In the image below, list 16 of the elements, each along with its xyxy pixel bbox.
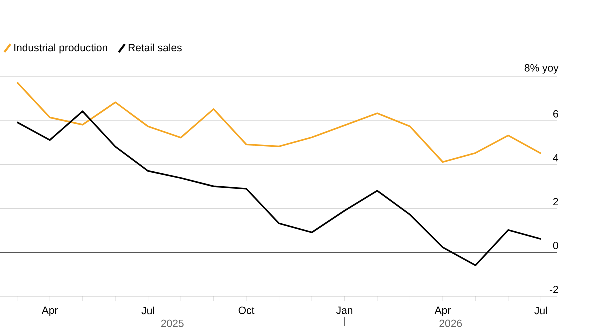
text: 2026 [440, 320, 462, 328]
x-tick-label: Apr [434, 306, 451, 316]
x-tick-label: Apr [42, 306, 58, 316]
legend-label: Retail sales [128, 44, 182, 52]
y-tick-label: 8% yoy [524, 64, 559, 74]
y-tick-label: 4 [553, 154, 559, 162]
y-tick-label: 2 [554, 198, 558, 206]
text: 2025 [161, 320, 184, 328]
y-tick-label: -2 [550, 286, 558, 294]
x-tick-label: Oct [238, 306, 255, 314]
x-tick-label: Jan [336, 306, 353, 314]
y-tick-label: 0 [553, 242, 558, 250]
legend-label: Industrial production [14, 44, 108, 54]
x-tick-label: Jul [142, 306, 154, 314]
y-tick-label: 6 [554, 110, 558, 118]
x-tick-label: Jul [534, 306, 548, 314]
